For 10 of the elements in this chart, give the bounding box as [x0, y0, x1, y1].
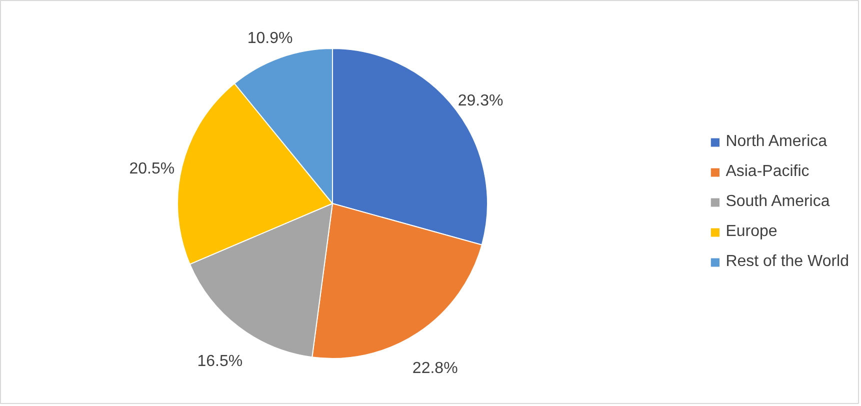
data-label: 10.9%: [247, 30, 293, 47]
legend-label: North America: [726, 133, 828, 151]
legend-label: Europe: [726, 223, 778, 241]
legend-label: South America: [726, 193, 830, 211]
data-label: 22.8%: [412, 360, 458, 378]
data-label: 16.5%: [197, 353, 243, 370]
data-label: 20.5%: [129, 160, 175, 178]
legend-label: Asia-Pacific: [726, 163, 810, 181]
data-label: 29.3%: [458, 92, 504, 110]
legend-label: Rest of the World: [726, 253, 849, 271]
